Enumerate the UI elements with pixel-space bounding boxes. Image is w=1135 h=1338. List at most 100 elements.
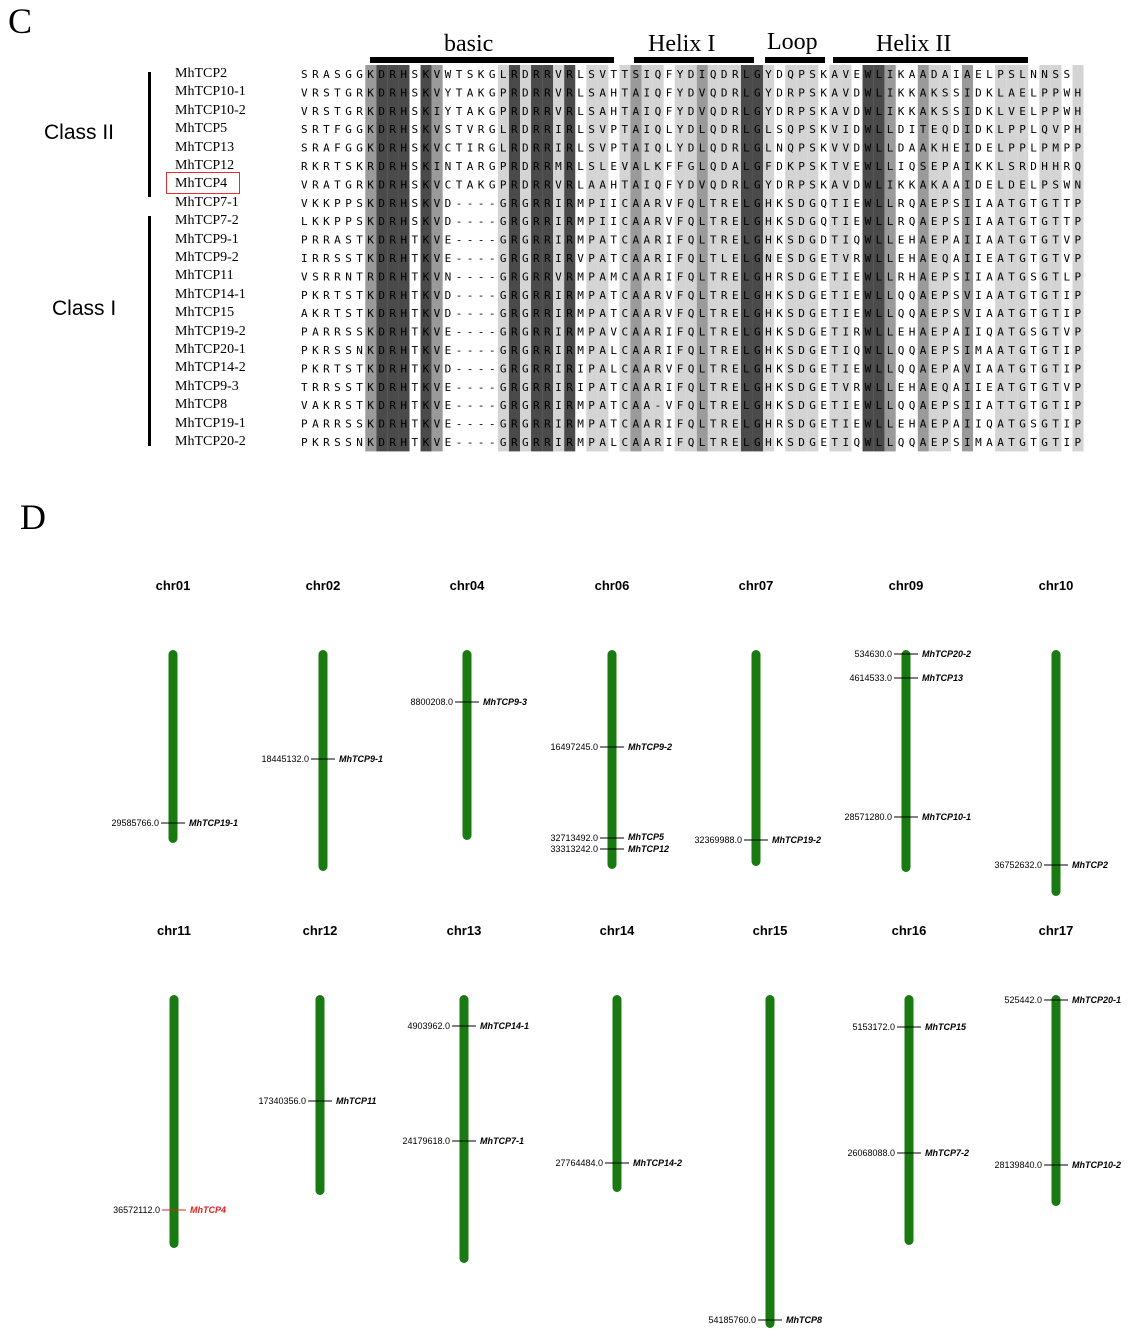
gene-position-label: 28571280.0	[844, 812, 892, 822]
conservation-column	[1050, 65, 1062, 452]
chromosome-bar	[751, 650, 761, 866]
region-bar-loop	[765, 57, 825, 63]
region-label-helix-2: Helix II	[876, 31, 952, 57]
gene-name-label: MhTCP9-3	[483, 697, 527, 707]
alignment-gene-name: MhTCP20-2	[175, 434, 246, 449]
gene-name-label: MhTCP20-2	[922, 649, 971, 659]
chromosome-bar	[459, 995, 469, 1263]
gene-name-label: MhTCP4	[190, 1205, 226, 1215]
chromosome-title: chr07	[739, 578, 774, 593]
mhtcp4-highlight-box	[166, 172, 240, 194]
chromosome-title: chr15	[753, 923, 788, 938]
chromosome-title: chr10	[1039, 578, 1074, 593]
gene-position-label: 525442.0	[1004, 995, 1042, 1005]
chromosome-bar	[607, 650, 617, 869]
chromosome-bar	[318, 650, 328, 871]
conservation-column	[840, 65, 852, 452]
conservation-column	[520, 65, 532, 452]
alignment-gene-name: MhTCP10-1	[175, 84, 246, 100]
gene-name-label: MhTCP15	[925, 1022, 967, 1032]
conservation-column	[873, 65, 885, 452]
class-1-bracket	[148, 216, 151, 446]
chromosome-title: chr17	[1039, 923, 1074, 938]
alignment-gene-name: MhTCP19-1	[175, 415, 246, 431]
gene-name-label: MhTCP2	[1072, 860, 1108, 870]
gene-name-label: MhTCP19-2	[772, 835, 821, 845]
conservation-column	[785, 65, 797, 452]
conservation-column	[619, 65, 631, 452]
gene-name-label: MhTCP14-1	[480, 1021, 529, 1031]
gene-position-label: 5153172.0	[852, 1022, 895, 1032]
gene-position-label: 27764484.0	[555, 1158, 603, 1168]
chromosome-bar	[168, 650, 178, 843]
gene-name-label: MhTCP7-2	[925, 1148, 969, 1158]
chromosome-title: chr04	[450, 578, 485, 593]
gene-position-label: 534630.0	[854, 649, 892, 659]
gene-position-label: 18445132.0	[261, 754, 309, 764]
conservation-column	[553, 65, 565, 452]
chromosome-title: chr16	[892, 923, 927, 938]
gene-name-label: MhTCP10-2	[1072, 1160, 1121, 1170]
gene-name-label: MhTCP7-1	[480, 1136, 524, 1146]
alignment-gene-name: MhTCP12	[175, 158, 235, 173]
gene-position-label: 33313242.0	[550, 844, 598, 854]
conservation-column	[741, 65, 753, 452]
gene-position-label: 28139840.0	[994, 1160, 1042, 1170]
region-label-basic: basic	[444, 31, 494, 57]
conservation-column	[597, 65, 609, 452]
gene-name-label: MhTCP12	[628, 844, 669, 854]
chromosome-bar	[169, 995, 179, 1248]
conservation-column	[586, 65, 598, 452]
conservation-column	[376, 65, 388, 452]
region-bar-helix-2	[833, 57, 1028, 63]
conservation-column	[995, 65, 1007, 452]
chromosome-title: chr12	[303, 923, 338, 938]
conservation-column	[763, 65, 775, 452]
conservation-column	[1006, 65, 1018, 452]
alignment-gene-name: MhTCP9-1	[175, 231, 239, 247]
panel-c-label: C	[8, 1, 33, 41]
conservation-column	[928, 65, 940, 452]
gene-name-label: MhTCP13	[922, 673, 963, 683]
conservation-column	[729, 65, 741, 452]
alignment-gene-name: MhTCP9-2	[175, 250, 239, 265]
conservation-column	[939, 65, 951, 452]
conservation-column	[531, 65, 543, 452]
alignment-gene-name: MhTCP13	[175, 139, 235, 155]
gene-position-label: 54185760.0	[708, 1315, 756, 1325]
class-2-bracket	[148, 72, 151, 197]
alignment-gene-name: MhTCP5	[175, 121, 228, 137]
class-1-label: Class I	[52, 297, 117, 320]
chromosome-title: chr09	[889, 578, 924, 593]
gene-name-label: MhTCP8	[786, 1315, 822, 1325]
chromosome-bar	[901, 650, 911, 872]
conservation-column	[542, 65, 554, 452]
gene-name-label: MhTCP11	[336, 1096, 376, 1106]
conservation-column	[431, 65, 443, 452]
conservation-column	[707, 65, 719, 452]
conservation-column	[497, 65, 509, 452]
conservation-column	[752, 65, 764, 452]
region-bar-helix-1	[634, 57, 754, 63]
conservation-column	[387, 65, 399, 452]
conservation-column	[696, 65, 708, 452]
gene-position-label: 24179618.0	[402, 1136, 450, 1146]
gene-position-label: 8800208.0	[410, 697, 453, 707]
alignment-gene-name: MhTCP10-2	[175, 102, 246, 118]
chromosome-bar	[315, 995, 325, 1195]
region-bar-basic	[370, 57, 614, 63]
